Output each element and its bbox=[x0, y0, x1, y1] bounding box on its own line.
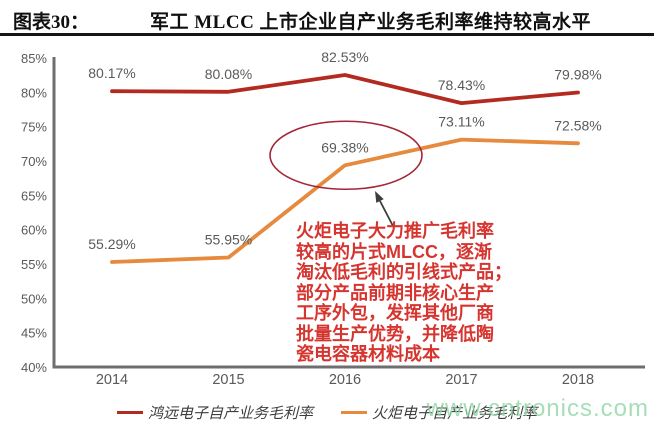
data-label: 72.58% bbox=[554, 117, 601, 133]
annotation-arrow bbox=[379, 200, 394, 227]
y-tick-label: 50% bbox=[21, 291, 47, 306]
figure-title: 军工 MLCC 上市企业自产业务毛利率维持较高水平 bbox=[150, 12, 592, 33]
y-tick-label: 85% bbox=[21, 51, 47, 66]
data-label: 55.29% bbox=[88, 236, 135, 252]
data-label: 79.98% bbox=[554, 66, 601, 82]
legend-label-huoju: 火炬电子自产业务毛利率 bbox=[372, 406, 538, 422]
y-tick-label: 70% bbox=[21, 154, 47, 169]
axes bbox=[52, 57, 645, 369]
annotation-arrow-head bbox=[375, 191, 384, 203]
y-tick-label: 40% bbox=[21, 360, 47, 375]
legend-swatch-red bbox=[116, 411, 143, 414]
annotation-text: 火炬电子大力推广毛利率 较高的片式MLCC，逐渐 淘汰低毛利的引线式产品； 部分… bbox=[296, 221, 512, 364]
data-label: 82.53% bbox=[321, 49, 368, 65]
legend-swatch-orange bbox=[341, 411, 367, 414]
x-tick-label: 2018 bbox=[562, 372, 594, 388]
y-tick-label: 80% bbox=[21, 85, 47, 100]
data-label: 73.11% bbox=[438, 114, 484, 130]
legend-label-hongyuan: 鸿远电子自产业务毛利率 bbox=[147, 406, 313, 422]
legend-item-hongyuan: 鸿远电子自产业务毛利率 bbox=[116, 402, 313, 423]
x-tick-label: 2016 bbox=[329, 372, 361, 388]
y-tick-label: 55% bbox=[21, 257, 47, 272]
series-line bbox=[110, 73, 580, 105]
data-label: 55.95% bbox=[205, 231, 252, 247]
data-label: 69.38% bbox=[321, 139, 368, 155]
y-tick-label: 65% bbox=[21, 188, 47, 203]
legend-item-huoju: 火炬电子自产业务毛利率 bbox=[341, 402, 537, 423]
legend: 鸿远电子自产业务毛利率 火炬电子自产业务毛利率 bbox=[0, 402, 654, 423]
y-tick-label: 60% bbox=[21, 223, 47, 238]
y-tick-label: 75% bbox=[21, 120, 47, 135]
x-tick-label: 2014 bbox=[96, 372, 128, 388]
figure-number: 图表30： bbox=[13, 12, 90, 33]
x-tick-label: 2017 bbox=[445, 372, 477, 388]
title-divider bbox=[0, 33, 654, 36]
series-line bbox=[110, 137, 580, 264]
y-tick-label: 45% bbox=[21, 326, 47, 341]
watermark: www.cntronics.com bbox=[426, 395, 649, 422]
data-label: 78.43% bbox=[438, 77, 485, 93]
data-label: 80.17% bbox=[88, 65, 135, 81]
x-tick-label: 2015 bbox=[212, 372, 244, 388]
data-label: 80.08% bbox=[205, 66, 252, 82]
highlight-ellipse bbox=[269, 120, 423, 191]
